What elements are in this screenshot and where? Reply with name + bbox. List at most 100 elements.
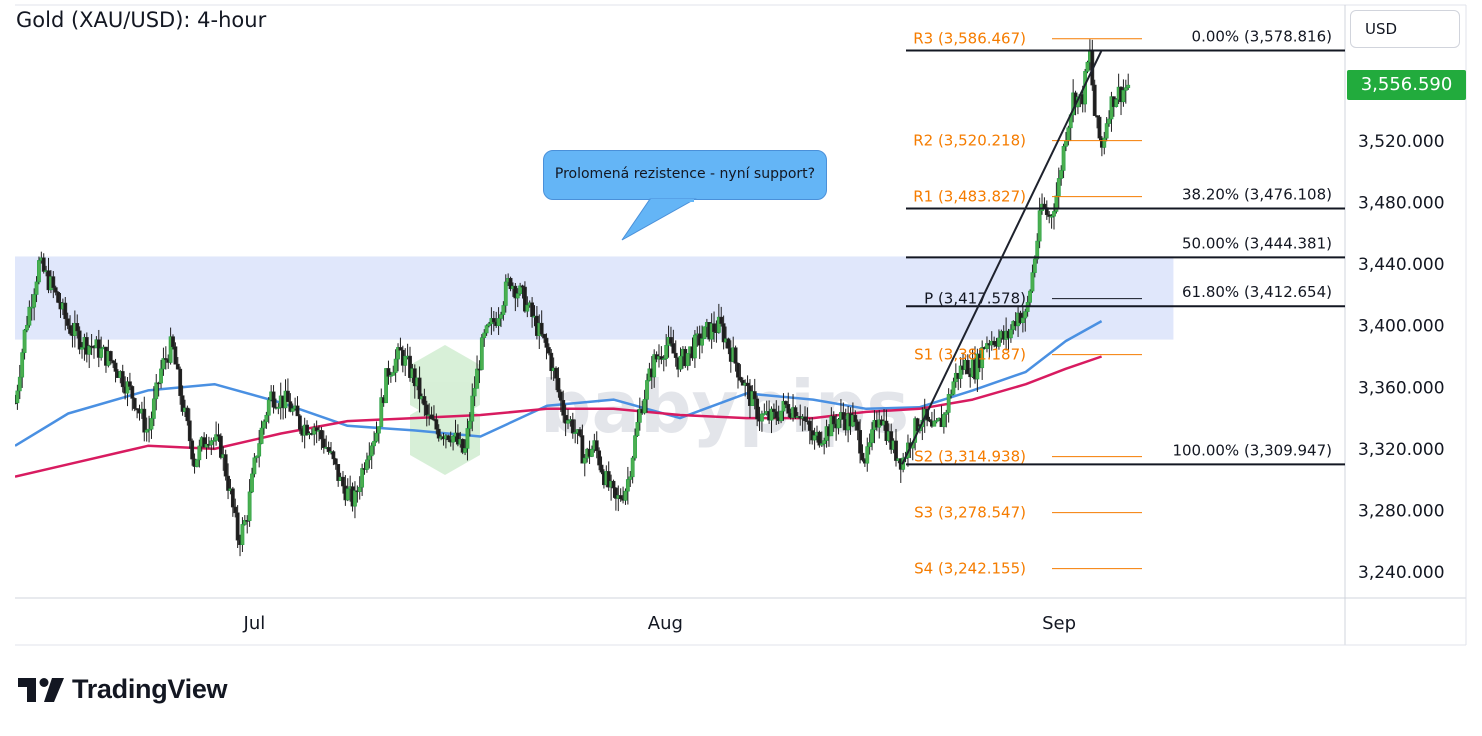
candle-body — [556, 377, 561, 393]
candle-body — [738, 376, 743, 381]
candle-389 — [944, 409, 949, 428]
candle-10 — [37, 256, 41, 285]
candle-body — [700, 338, 704, 346]
candle-body — [836, 419, 841, 429]
candle-177 — [436, 424, 441, 442]
y-tick-label-0: 3,240.000 — [1358, 563, 1445, 583]
annotation-callout[interactable]: Prolomená rezistence - nyní support? — [543, 150, 827, 200]
candle-103 — [259, 420, 264, 445]
candle-body — [726, 338, 731, 349]
candle-54 — [142, 396, 147, 442]
currency-selector-button[interactable]: USD — [1350, 10, 1460, 48]
candle-342 — [831, 411, 836, 432]
candle-253 — [618, 488, 623, 502]
candle-body — [941, 414, 946, 428]
pivot-label-6: S3 (3,278.547) — [914, 504, 1026, 522]
candle-body — [1047, 214, 1052, 217]
candle-body — [209, 440, 214, 446]
candle-438 — [1061, 143, 1066, 179]
candle-body — [424, 404, 429, 416]
candle-body — [1097, 116, 1102, 139]
candle-346 — [841, 402, 846, 431]
candle-292 — [712, 311, 716, 342]
candle-181 — [446, 434, 451, 442]
candle-351 — [853, 410, 858, 431]
tradingview-brand[interactable]: TradingView — [18, 674, 228, 705]
candle-338 — [822, 437, 827, 455]
candle-421 — [1020, 305, 1025, 333]
candle-391 — [949, 389, 953, 399]
candle-4 — [22, 328, 27, 360]
candle-body — [173, 346, 178, 365]
pivot-label-5: S2 (3,314.938) — [914, 448, 1026, 466]
candle-body — [87, 345, 92, 355]
candle-body — [783, 401, 788, 405]
fib-label-1: 38.20% (3,476.108) — [1182, 186, 1332, 204]
candle-236 — [578, 427, 582, 438]
candle-159 — [393, 349, 398, 383]
candle-body — [865, 446, 870, 464]
candle-body — [475, 368, 479, 389]
candle-229 — [561, 390, 566, 423]
candle-358 — [870, 422, 874, 451]
candle-body — [721, 323, 726, 343]
candle-88 — [223, 449, 228, 481]
candle-356 — [865, 437, 870, 472]
candle-body — [125, 381, 130, 394]
candle-body — [664, 345, 669, 359]
candle-257 — [628, 471, 633, 487]
candle-body — [860, 452, 865, 461]
candle-body — [965, 360, 970, 375]
candle-body — [762, 413, 767, 415]
candle-41 — [111, 359, 116, 368]
candle-192 — [472, 376, 477, 407]
candle-453 — [1097, 115, 1102, 142]
candle-body — [257, 443, 262, 457]
candle-288 — [702, 326, 707, 340]
candle-69 — [178, 366, 183, 405]
candle-body — [1059, 170, 1064, 179]
candle-31 — [87, 344, 92, 369]
candle-234 — [573, 419, 578, 444]
candle-437 — [1059, 165, 1064, 186]
candle-406 — [985, 336, 989, 353]
candle-body — [853, 414, 858, 423]
candle-344 — [836, 417, 841, 435]
candle-body — [1126, 84, 1131, 89]
candle-body — [807, 420, 812, 431]
candle-155 — [384, 368, 388, 404]
candle-body — [1107, 118, 1111, 124]
candle-115 — [288, 393, 293, 413]
candle-body — [769, 408, 774, 421]
candle-116 — [290, 403, 295, 416]
candle-114 — [286, 378, 290, 402]
candle-96 — [242, 515, 247, 526]
candle-body — [295, 405, 300, 417]
candle-body — [252, 457, 257, 475]
candle-body — [333, 458, 338, 465]
candle-8 — [32, 288, 37, 321]
candle-body — [341, 476, 345, 487]
candle-body — [195, 459, 199, 467]
candle-382 — [927, 416, 932, 423]
candle-36 — [99, 336, 104, 361]
candle-body — [286, 390, 290, 402]
candle-body — [22, 329, 27, 353]
candle-body — [240, 524, 245, 546]
candle-body — [951, 381, 956, 395]
candle-body — [582, 457, 587, 464]
candle-body — [202, 437, 207, 448]
candle-body — [369, 445, 374, 457]
candle-92 — [233, 498, 238, 518]
candle-23 — [68, 315, 72, 336]
candle-body — [178, 368, 183, 396]
pivot-label-1: R2 (3,520.218) — [913, 132, 1026, 150]
candle-body — [822, 440, 827, 445]
candle-210 — [515, 288, 520, 308]
candle-176 — [434, 413, 439, 435]
candle-190 — [467, 412, 472, 437]
candle-332 — [807, 418, 812, 445]
candle-233 — [570, 412, 575, 439]
candle-197 — [484, 324, 489, 336]
